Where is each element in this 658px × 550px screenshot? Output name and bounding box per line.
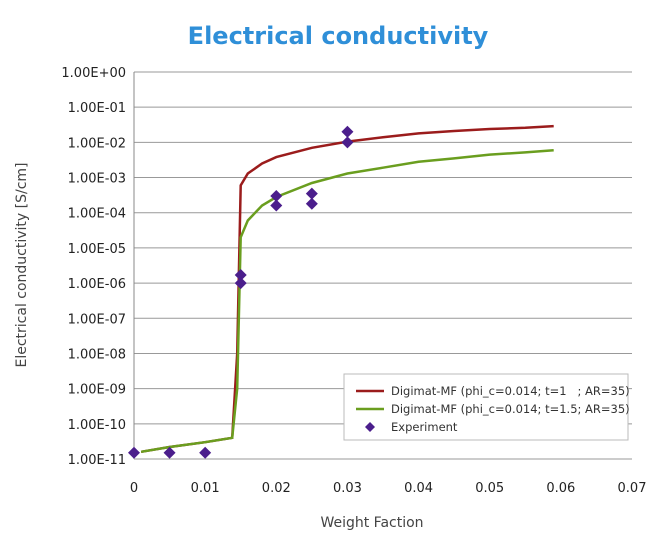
legend-label: Digimat-MF (phi_c=0.014; t=1 ; AR=35) (391, 384, 630, 398)
y-tick-label: 1.00E-10 (68, 418, 126, 433)
x-tick-label: 0.01 (191, 481, 220, 496)
legend-label: Digimat-MF (phi_c=0.014; t=1.5; AR=35) (391, 402, 630, 416)
y-tick-label: 1.00E-01 (68, 101, 126, 116)
y-tick-label: 1.00E-02 (68, 136, 126, 151)
experiment-point (234, 277, 247, 290)
experiment-point (305, 187, 318, 200)
experiment-point (270, 199, 283, 212)
y-tick-label: 1.00E-04 (68, 207, 126, 222)
x-tick-label: 0.03 (333, 481, 362, 496)
x-tick-label: 0.02 (262, 481, 291, 496)
x-tick-label: 0.06 (546, 481, 575, 496)
experiment-point (270, 189, 283, 202)
y-axis-label: Electrical conductivity [S/cm] (14, 162, 30, 367)
experiment-point (128, 446, 140, 459)
x-tick-label: 0.04 (404, 481, 433, 496)
legend-swatch-diamond (365, 422, 375, 432)
x-axis-label: Weight Faction (320, 515, 423, 531)
x-tick-label: 0.07 (618, 481, 647, 496)
y-tick-label: 1.00E-05 (68, 242, 126, 257)
legend-box (343, 373, 629, 441)
experiment-point (305, 197, 318, 210)
y-tick-label: 1.00E-11 (68, 453, 126, 468)
experiment-point (341, 125, 354, 138)
experiment-point (234, 268, 247, 281)
y-tick-label: 1.00E-07 (68, 312, 126, 327)
x-tick-label: 0 (130, 481, 138, 496)
y-tick-label: 1.00E-06 (68, 277, 126, 292)
x-tick-label: 0.05 (475, 481, 504, 496)
experiment-point (199, 446, 212, 459)
y-tick-label: 1.00E+00 (61, 66, 126, 81)
y-tick-label: 1.00E-03 (68, 172, 126, 187)
legend-label: Experiment (391, 420, 458, 434)
y-tick-label: 1.00E-09 (68, 383, 126, 398)
experiment-point (163, 446, 176, 459)
chart-title: Electrical conductivity (188, 22, 489, 50)
y-tick-label: 1.00E-08 (68, 347, 126, 362)
experiment-point (341, 136, 354, 149)
